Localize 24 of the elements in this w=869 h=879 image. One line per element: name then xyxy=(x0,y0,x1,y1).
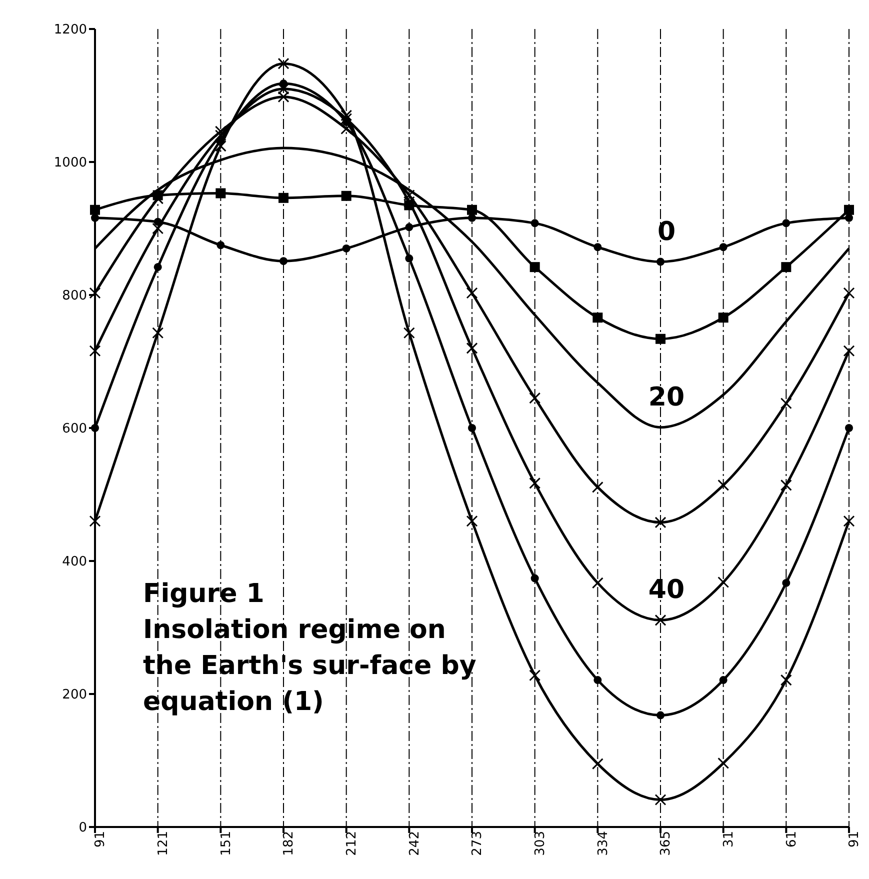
x-tick-label: 273 xyxy=(470,831,486,856)
x-tick-label: 182 xyxy=(282,831,297,856)
annotation: Figure 1 xyxy=(143,578,266,611)
series-label: 40 xyxy=(648,575,685,606)
x-tick-label: 61 xyxy=(784,831,800,848)
x-tick-label: 91 xyxy=(847,831,862,848)
y-tick-label: 0 xyxy=(78,820,87,836)
y-tick-label: 800 xyxy=(62,288,87,304)
x-tick-label: 151 xyxy=(218,831,234,856)
annotation: Insolation regime on the Earth's sur-face by equation (1) xyxy=(143,614,478,719)
y-tick-label: 1000 xyxy=(54,156,87,171)
x-tick-label: 303 xyxy=(533,831,548,856)
x-tick-label: 212 xyxy=(344,831,360,856)
x-tick-label: 334 xyxy=(596,831,611,856)
y-tick-label: 600 xyxy=(62,422,87,437)
x-tick-label: 365 xyxy=(658,831,674,856)
y-tick-label: 400 xyxy=(62,554,87,570)
x-tick-label: 91 xyxy=(93,831,108,848)
x-tick-label: 121 xyxy=(156,831,172,856)
x-tick-label: 242 xyxy=(407,831,422,856)
series-label: 20 xyxy=(648,382,685,412)
x-tick-label: 31 xyxy=(722,831,737,848)
y-tick-label: 200 xyxy=(62,688,87,703)
y-tick-label: 1200 xyxy=(54,22,87,38)
